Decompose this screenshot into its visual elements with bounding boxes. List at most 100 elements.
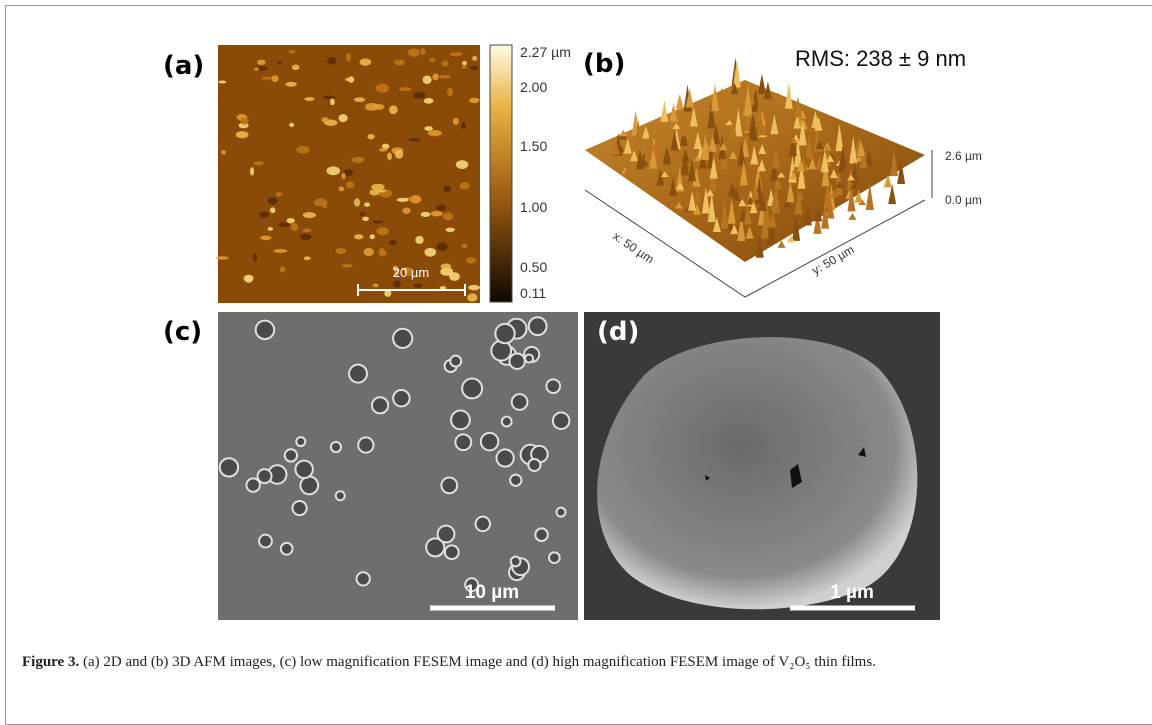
afm-spot bbox=[218, 80, 226, 83]
afm-spot bbox=[428, 130, 442, 136]
grain bbox=[495, 324, 514, 343]
spike bbox=[676, 94, 684, 109]
afm-spot bbox=[387, 152, 392, 160]
afm-spot bbox=[279, 267, 285, 272]
afm-spot bbox=[338, 114, 347, 122]
afm-spot bbox=[254, 67, 259, 71]
caption-label: Figure 3. bbox=[22, 654, 79, 670]
grain bbox=[441, 477, 457, 493]
afm-spot bbox=[442, 60, 449, 66]
grain bbox=[336, 491, 345, 500]
grain bbox=[285, 449, 297, 461]
afm-spot bbox=[260, 211, 269, 217]
afm-spot bbox=[354, 198, 360, 206]
grain bbox=[295, 461, 312, 478]
grain bbox=[557, 508, 566, 517]
afm-spot bbox=[441, 264, 452, 270]
colorbar-tick: 0.11 bbox=[520, 285, 546, 301]
afm-spot bbox=[289, 50, 295, 53]
grain bbox=[528, 459, 540, 471]
grain bbox=[525, 355, 533, 363]
colorbar-tick: 2.27 µm bbox=[520, 44, 571, 60]
afm-spot bbox=[423, 75, 432, 84]
y-axis-label: y: 50 µm bbox=[810, 242, 857, 277]
grain bbox=[511, 557, 521, 567]
panel-label: (a) bbox=[163, 51, 204, 81]
afm-spot bbox=[341, 173, 345, 179]
grain bbox=[481, 433, 498, 450]
afm-spot bbox=[447, 88, 453, 97]
afm-spot bbox=[364, 202, 370, 206]
afm-spot bbox=[244, 275, 253, 283]
afm-spot bbox=[365, 103, 378, 111]
grain bbox=[450, 356, 461, 367]
afm-spot bbox=[456, 160, 468, 169]
grain bbox=[372, 397, 388, 413]
afm-spot bbox=[303, 228, 311, 232]
grain bbox=[349, 365, 367, 383]
grain bbox=[445, 545, 459, 559]
afm-spot bbox=[271, 75, 278, 82]
panel-label: (d) bbox=[597, 317, 639, 347]
afm-spot bbox=[291, 223, 298, 231]
afm-spot bbox=[424, 126, 433, 131]
afm-spot bbox=[287, 218, 295, 223]
afm-spot bbox=[321, 117, 329, 123]
grain bbox=[451, 411, 470, 430]
colorbar-tick: 2.00 bbox=[520, 79, 547, 95]
afm-spot bbox=[376, 227, 389, 235]
x-axis-label: x: 50 µm bbox=[610, 229, 656, 266]
grain bbox=[358, 437, 373, 452]
afm-spot bbox=[472, 56, 477, 61]
afm-spot bbox=[285, 82, 297, 87]
afm-spot bbox=[354, 234, 363, 239]
afm-spot bbox=[393, 280, 401, 287]
afm-spot bbox=[260, 236, 272, 240]
afm-spot bbox=[462, 61, 467, 66]
afm-spot bbox=[444, 185, 452, 192]
spike bbox=[848, 213, 856, 220]
afm-spot bbox=[467, 293, 477, 301]
particle bbox=[597, 337, 917, 609]
afm-spot bbox=[346, 53, 351, 62]
colorbar-tick: 0.50 bbox=[520, 259, 547, 275]
afm-spot bbox=[436, 242, 447, 250]
afm-spot bbox=[277, 61, 281, 65]
afm-spot bbox=[395, 150, 404, 159]
rms-label: RMS: 238 ± 9 nm bbox=[795, 46, 966, 71]
afm-spot bbox=[327, 57, 337, 65]
panel-label: (c) bbox=[163, 317, 202, 347]
afm-spot bbox=[342, 264, 353, 268]
grain bbox=[331, 442, 341, 452]
afm-spot bbox=[360, 58, 372, 65]
afm-spot bbox=[461, 66, 467, 69]
grain bbox=[393, 390, 409, 406]
afm-spot bbox=[379, 148, 388, 152]
afm-spot bbox=[276, 192, 283, 196]
afm-spot bbox=[376, 84, 389, 93]
afm-spot bbox=[364, 248, 374, 256]
grain bbox=[256, 321, 275, 340]
grain bbox=[438, 526, 455, 543]
afm-spot bbox=[439, 75, 451, 78]
panel-label: (b) bbox=[583, 49, 625, 79]
afm-spot bbox=[345, 78, 350, 81]
grain bbox=[258, 469, 272, 483]
spike bbox=[758, 74, 766, 94]
afm-spot bbox=[296, 146, 309, 154]
afm-spot bbox=[339, 186, 344, 191]
afm-spot bbox=[330, 98, 335, 105]
z-tick: 2.6 µm bbox=[945, 149, 982, 163]
afm-spot bbox=[373, 220, 384, 223]
grain bbox=[512, 394, 528, 410]
afm-spot bbox=[270, 207, 275, 213]
spike bbox=[660, 100, 668, 122]
afm-spot bbox=[397, 198, 409, 202]
afm-spot bbox=[389, 105, 398, 114]
afm-spot bbox=[326, 166, 340, 175]
afm-spot bbox=[460, 182, 470, 190]
afm-spot bbox=[432, 73, 438, 80]
grain bbox=[220, 458, 238, 476]
colorbar-tick: 1.50 bbox=[520, 138, 547, 154]
afm-spot bbox=[257, 60, 266, 65]
